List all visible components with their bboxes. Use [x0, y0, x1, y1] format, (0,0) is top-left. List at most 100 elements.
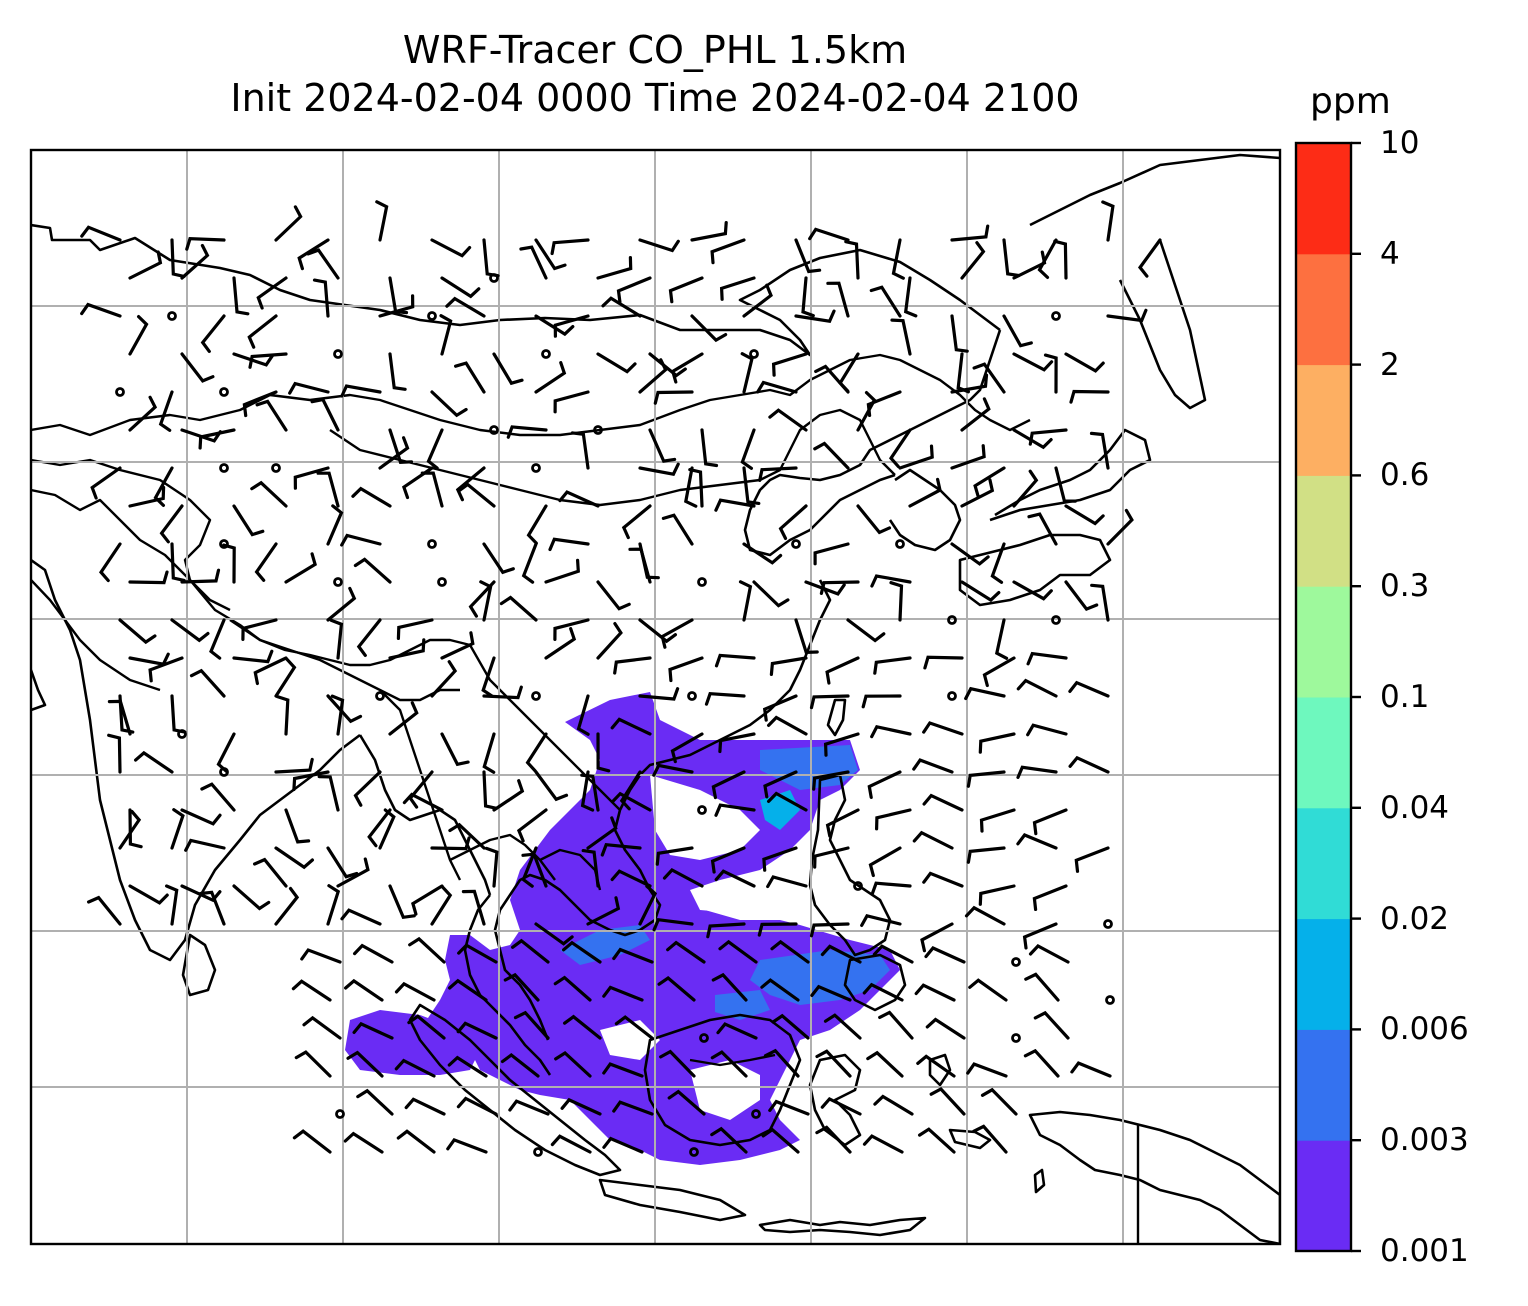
wind-barb	[1032, 884, 1068, 911]
wind-barb	[118, 618, 157, 645]
wind-barb	[804, 580, 846, 596]
wind-barb	[770, 939, 810, 964]
wind-calm-marker	[697, 577, 707, 587]
wind-barb	[292, 1129, 332, 1154]
wind-barb	[922, 793, 964, 812]
wind-barb	[621, 504, 652, 540]
wind-barb	[440, 631, 475, 660]
coast-korea	[888, 468, 962, 552]
wind-calm-marker	[1011, 1033, 1021, 1043]
wind-barb	[1089, 431, 1110, 470]
wind-barb	[662, 868, 704, 888]
wind-barb	[242, 390, 278, 418]
wind-barb	[232, 276, 250, 316]
wind-barb	[189, 668, 226, 698]
wind-barb	[1074, 846, 1110, 873]
wind-barb	[402, 792, 444, 812]
wind-barb	[128, 884, 169, 905]
wind-barb	[922, 871, 964, 888]
wind-barb	[982, 656, 1016, 688]
wind-barb	[979, 808, 1016, 833]
wind-barb	[586, 816, 618, 850]
wind-barb	[479, 580, 493, 622]
wind-barb	[742, 542, 783, 565]
wind-barb	[457, 943, 498, 964]
coast-philippines-mindanao	[843, 953, 907, 1012]
wind-barb	[710, 238, 746, 265]
wind-barb	[718, 732, 756, 754]
wind-barb	[367, 808, 392, 848]
wind-barb	[968, 978, 1008, 1002]
wind-calm-marker	[375, 691, 385, 701]
wind-barb	[232, 884, 271, 911]
wind-barb	[1070, 1061, 1112, 1078]
wind-barb	[340, 384, 382, 398]
wind-barb	[612, 947, 654, 964]
wind-barb	[1054, 466, 1077, 503]
wind-barb	[670, 732, 704, 764]
wind-barb	[1026, 651, 1068, 666]
wind-barb	[978, 732, 1016, 754]
wind-barb	[340, 533, 382, 547]
colorbar-segment	[1296, 918, 1351, 1030]
colorbar-segment	[1296, 697, 1351, 809]
wind-barb	[274, 757, 314, 774]
wind-barb	[274, 205, 303, 242]
wind-calm-marker	[531, 691, 541, 701]
wind-calm-marker	[751, 1109, 761, 1119]
wind-barb	[553, 975, 592, 1002]
wind-barb	[388, 352, 407, 391]
wind-barb	[861, 694, 902, 709]
wind-barb	[980, 1087, 1018, 1116]
wind-barb	[891, 238, 905, 280]
wind-barb	[925, 1017, 966, 1040]
wind-barb	[330, 694, 345, 736]
colorbar-tick-label: 0.02	[1380, 900, 1450, 937]
wind-barb	[534, 314, 575, 337]
wind-barb	[866, 1050, 904, 1078]
colorbar-segment	[1296, 1140, 1351, 1252]
wind-barb	[180, 352, 215, 383]
wind-calm-marker	[333, 577, 343, 587]
wind-barb	[344, 978, 384, 1002]
wind-barb	[456, 1021, 498, 1040]
wind-barb	[457, 482, 496, 508]
wind-barb	[199, 890, 226, 926]
wind-barb	[98, 542, 122, 583]
wind-barb	[918, 1127, 956, 1154]
wind-barb	[1064, 580, 1099, 612]
wind-barb	[700, 428, 719, 468]
wind-barb	[420, 471, 444, 508]
wind-barb	[960, 478, 995, 508]
wind-barb	[768, 1099, 810, 1116]
wind-calm-marker	[1051, 615, 1061, 625]
wind-barb	[812, 770, 850, 791]
wind-barb	[90, 466, 122, 500]
wind-barb	[500, 1052, 540, 1078]
wind-barb	[762, 846, 798, 872]
wind-barb	[768, 408, 808, 432]
wind-barb	[170, 808, 185, 850]
wind-barb	[253, 656, 288, 686]
wind-barb	[1106, 508, 1134, 546]
wind-barb	[716, 1022, 758, 1040]
wind-barb	[430, 238, 472, 258]
wind-barb	[856, 391, 877, 432]
colorbar-segment	[1296, 253, 1351, 366]
wind-barb	[856, 504, 892, 535]
wind-barb	[916, 1054, 956, 1078]
wind-barb	[222, 543, 236, 584]
tracer-concentration-field	[345, 692, 900, 1165]
wind-barb	[929, 1087, 966, 1116]
wind-barb	[456, 1096, 498, 1116]
wind-barb	[553, 390, 590, 414]
wind-barb	[426, 428, 444, 470]
wind-barb	[825, 808, 860, 838]
wind-barb	[704, 692, 746, 706]
wind-barb	[430, 885, 453, 926]
wind-barb	[714, 803, 756, 817]
wind-barb	[638, 238, 680, 253]
wind-calm-marker	[115, 387, 125, 397]
wind-barb	[511, 938, 550, 964]
wind-barb	[352, 1021, 394, 1040]
